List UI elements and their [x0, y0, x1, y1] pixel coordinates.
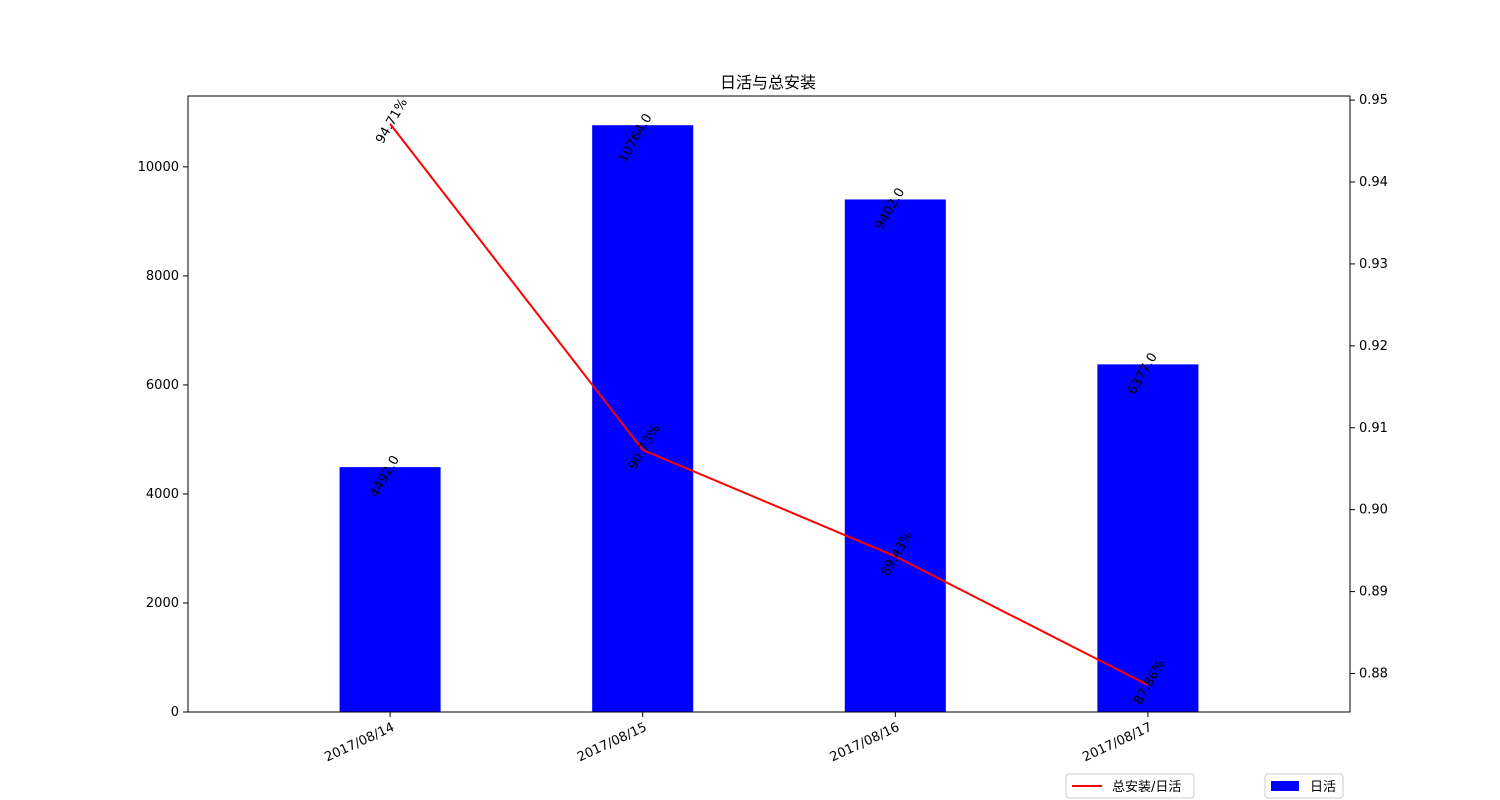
- left-tick-label: 4000: [146, 487, 179, 502]
- right-tick-label: 0.89: [1359, 585, 1388, 600]
- right-tick-label: 0.93: [1359, 257, 1388, 272]
- left-tick-label: 8000: [146, 269, 179, 284]
- left-tick-label: 0: [171, 705, 179, 720]
- left-y-axis: 0 2000 4000 6000 8000 10000: [138, 160, 188, 720]
- right-tick-label: 0.90: [1359, 503, 1388, 518]
- line-series: [389, 123, 1149, 686]
- bar: [339, 467, 441, 712]
- bar: [592, 125, 694, 712]
- legend-line-box: [1065, 773, 1195, 799]
- plot-frame: [187, 95, 1351, 713]
- bar: [1097, 364, 1199, 712]
- left-tick-label: 2000: [146, 596, 179, 611]
- legend-line-label: 总安装/日活: [1112, 780, 1181, 795]
- right-tick-label: 0.92: [1359, 339, 1388, 354]
- x-tick-label: 2017/08/16: [828, 720, 902, 765]
- right-tick-label: 0.95: [1359, 93, 1388, 108]
- right-tick-label: 0.91: [1359, 421, 1388, 436]
- left-tick-label: 10000: [138, 160, 179, 175]
- legend-bar-label: 日活: [1310, 780, 1336, 795]
- legend-bar-swatch: [1271, 781, 1299, 791]
- bar: [844, 199, 946, 713]
- x-tick-label: 2017/08/15: [575, 720, 649, 765]
- line-data-labels: 94.71%90.73%89.43%87.86%: [373, 96, 1169, 708]
- x-axis: 2017/08/14 2017/08/15 2017/08/16 2017/08/17: [323, 712, 1155, 765]
- x-tick-label: 2017/08/17: [1080, 720, 1154, 765]
- bar-series: [339, 125, 1199, 713]
- chart-title: 日活与总安装: [720, 73, 816, 92]
- right-tick-label: 0.88: [1359, 667, 1388, 682]
- left-tick-label: 6000: [146, 378, 179, 393]
- line-path: [389, 123, 1149, 686]
- right-tick-label: 0.94: [1359, 175, 1388, 190]
- legend-bar-entry: 日活: [1264, 773, 1344, 799]
- legend-line-entry: 总安装/日活: [1065, 773, 1195, 799]
- right-y-axis: 0.88 0.89 0.90 0.91 0.92 0.93 0.94 0.95: [1350, 93, 1388, 682]
- x-tick-label: 2017/08/14: [323, 720, 397, 765]
- legend-bar-box: [1264, 773, 1344, 799]
- line-data-label: 94.71%: [373, 96, 411, 146]
